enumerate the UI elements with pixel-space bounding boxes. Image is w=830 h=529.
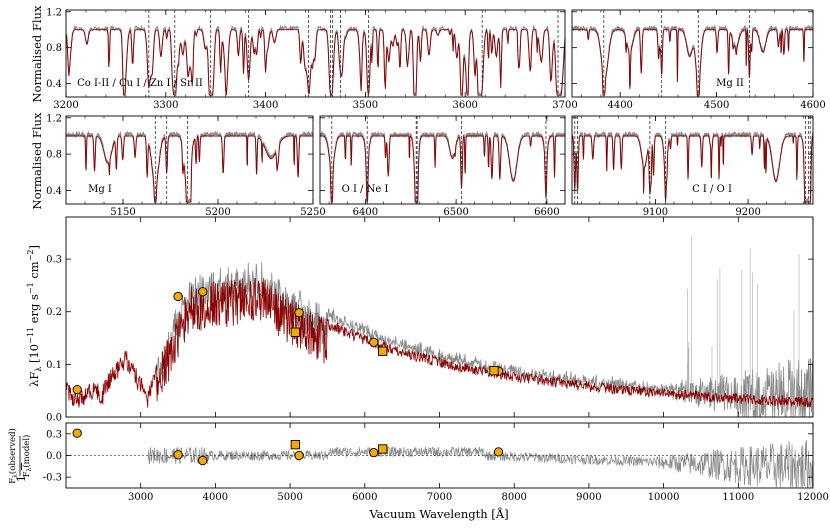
xtick-label: 3700 <box>552 100 577 111</box>
ytick-label: 0.0 <box>46 451 62 462</box>
sed-model-spectrum <box>65 277 814 408</box>
model-spectrum-mid2 <box>320 134 565 203</box>
xtick-label: 3400 <box>253 100 278 111</box>
observed-spectrum-mid2 <box>319 130 566 204</box>
photometry-circle <box>72 384 82 395</box>
observed-spectrum-mid1 <box>65 130 314 203</box>
photometry-circle <box>369 337 379 347</box>
ylabel-top: Normalised Flux <box>30 5 44 102</box>
ytick-label: 0.4 <box>46 186 62 197</box>
annotation-mid1: Mg I <box>88 184 112 195</box>
residual-circle <box>369 447 379 458</box>
residual-circle <box>173 450 183 460</box>
axes-frame-top_left <box>65 9 566 98</box>
photometry-circle <box>294 308 304 318</box>
xtick-label: 4400 <box>607 100 632 111</box>
xtick-label: 5250 <box>300 207 325 218</box>
xtick-label: 3300 <box>153 100 178 111</box>
residual-circle <box>294 450 304 461</box>
residual-square <box>290 440 300 450</box>
annotation-top_left: Co I-II / Cu I / Zn I / Sr II <box>77 78 203 89</box>
xtick-label: 9100 <box>643 207 668 218</box>
res-prefix: 1 − <box>14 462 28 483</box>
residual-circle <box>198 455 208 466</box>
ytick-label: 0.3 <box>46 429 62 440</box>
model-spectrum-mid3 <box>571 135 814 203</box>
ylabel-sed: λFλ [10−11 erg s−1 cm−2] <box>26 245 43 387</box>
xtick-label: 3000 <box>128 492 153 503</box>
model-spectrum-mid1 <box>66 135 313 203</box>
res-numerator: Fλ(observed) <box>7 428 19 484</box>
res-denominator: Fλ(model) <box>21 435 33 478</box>
photometry-square <box>378 346 388 356</box>
xtick-label: 9200 <box>735 207 760 218</box>
xtick-label: 12000 <box>797 492 829 503</box>
ytick-label: 0.2 <box>46 307 62 318</box>
annotation-mid2: O I / Ne I <box>342 184 389 195</box>
xtick-label: 5150 <box>110 207 135 218</box>
ytick-label: 0.3 <box>46 255 62 266</box>
model-spectrum-top_right <box>572 28 813 96</box>
photometry-square <box>290 327 300 337</box>
xtick-label: 5200 <box>205 207 230 218</box>
ytick-label: 0.0 <box>46 413 62 424</box>
residual-observed <box>147 439 814 488</box>
ytick-label: 0.1 <box>46 360 62 371</box>
xtick-label: 4600 <box>800 100 825 111</box>
ytick-label: 1.2 <box>46 7 62 18</box>
ytick-label: 0.8 <box>46 43 62 54</box>
xtick-label: 9000 <box>576 492 601 503</box>
xtick-label: 11000 <box>722 492 754 503</box>
xlabel: Vacuum Wavelength [Å] <box>368 507 508 521</box>
xtick-label: 8000 <box>501 492 526 503</box>
xtick-label: 10000 <box>648 492 680 503</box>
xtick-label: 4500 <box>704 100 729 111</box>
ylabel-residual: 1 − Fλ(observed) Fλ(model) <box>7 428 33 484</box>
xtick-label: 6500 <box>443 207 468 218</box>
xtick-label: 6600 <box>534 207 559 218</box>
annotation-top_right: Mg II <box>716 78 744 89</box>
ytick-label: -0.3 <box>43 473 62 484</box>
axes-frame-mid2 <box>319 115 566 205</box>
xtick-label: 3500 <box>353 100 378 111</box>
ytick-label: 0.8 <box>46 150 62 161</box>
xtick-label: 3600 <box>452 100 477 111</box>
ylabel-mid: Normalised Flux <box>30 112 44 209</box>
axes-frame-top_right <box>571 9 814 98</box>
axes-frame-mid1 <box>65 115 314 205</box>
photometry-circle <box>173 291 183 302</box>
xtick-label: 7000 <box>427 492 452 503</box>
ytick-label: 1.2 <box>46 113 62 124</box>
xtick-label: 6400 <box>353 207 378 218</box>
ytick-label: 0.4 <box>46 79 62 90</box>
residual-circle <box>493 447 504 457</box>
xtick-label: 5000 <box>277 492 302 503</box>
photometry-circle <box>198 287 208 297</box>
annotation-mid3: C I / O I <box>692 184 732 195</box>
xtick-label: 4000 <box>203 492 228 503</box>
xtick-label: 3200 <box>53 100 78 111</box>
photometry-square <box>489 366 499 376</box>
residual-square <box>378 444 388 454</box>
xtick-label: 6000 <box>352 492 377 503</box>
residual-circle <box>72 428 82 438</box>
